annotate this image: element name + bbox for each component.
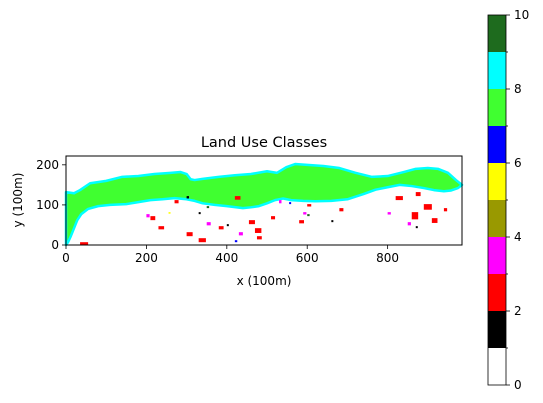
chart-title: Land Use Classes [201,135,327,151]
x-axis: 0 200 400 600 800 [62,245,399,265]
land-class-patch [407,222,411,226]
land-class-patch [206,222,211,226]
land-class-patch [415,226,418,229]
land-class-patch [158,226,165,230]
x-tick-label: 0 [62,251,70,265]
land-class-patch [289,202,292,205]
x-axis-label: x (100m) [237,274,292,288]
y-axis: 0 100 200 [36,158,66,252]
land-class-patch [186,232,193,237]
colorbar: 0 2 4 6 8 10 [487,8,529,392]
land-class-patch [226,224,229,227]
colorbar-segment [488,15,506,52]
land-class-patch [256,236,262,240]
land-class-patch [234,240,238,243]
land-class-patch [423,204,432,210]
land-class-patch [248,220,255,225]
colorbar-segment [488,126,506,163]
land-class-patch [238,232,243,236]
land-class-patch [198,238,206,243]
x-tick-label: 600 [296,251,319,265]
y-tick-label: 0 [51,238,59,252]
land-class-patch [279,200,282,204]
colorbar-tick-label: 8 [514,82,522,96]
x-tick-label: 400 [215,251,238,265]
land-class-patch [146,214,150,218]
y-tick-label: 100 [36,198,59,212]
x-tick-label: 200 [135,251,158,265]
land-use-map [64,162,464,247]
colorbar-tick-label: 10 [514,8,529,22]
axes-frame [65,155,463,246]
land-region [64,162,464,247]
land-class-patch [234,196,241,200]
land-class-patch [218,226,224,230]
colorbar-segment [488,89,506,126]
land-class-patch [198,212,201,215]
colorbar-segment [488,311,506,348]
y-tick-label: 200 [36,158,59,172]
land-class-patch [186,196,190,199]
land-class-patch [150,216,156,221]
colorbar-tick-label: 0 [514,378,522,392]
land-class-patch [307,204,312,207]
land-class-patch [307,214,310,217]
land-class-patch [443,208,448,212]
land-class-patch [174,200,179,204]
x-tick-label: 800 [376,251,399,265]
land-class-patch [411,212,419,220]
heatmap-plot-area [64,155,464,247]
colorbar-segment [488,163,506,200]
land-class-patch [303,212,307,215]
colorbar-segment [488,348,506,385]
land-class-patch [254,228,262,233]
land-class-patch [387,212,391,215]
colorbar-segment [488,200,506,237]
land-class-patch [415,192,421,197]
colorbar-tick-label: 4 [514,230,522,244]
land-class-patch [299,220,305,224]
land-class-patch [339,208,344,212]
land-class-patch [395,196,403,201]
y-axis-label: y (100m) [11,173,25,228]
land-class-patch [80,242,89,245]
colorbar-segment [488,52,506,89]
colorbar-tick-label: 6 [514,156,522,170]
land-class-patch [206,206,210,209]
land-class-patch [271,216,276,220]
colorbar-segment [488,274,506,311]
land-class-patch [331,220,334,223]
land-class-patch [431,218,438,223]
colorbar-segment [488,237,506,274]
colorbar-tick-label: 2 [514,304,522,318]
land-class-patch [168,212,171,214]
